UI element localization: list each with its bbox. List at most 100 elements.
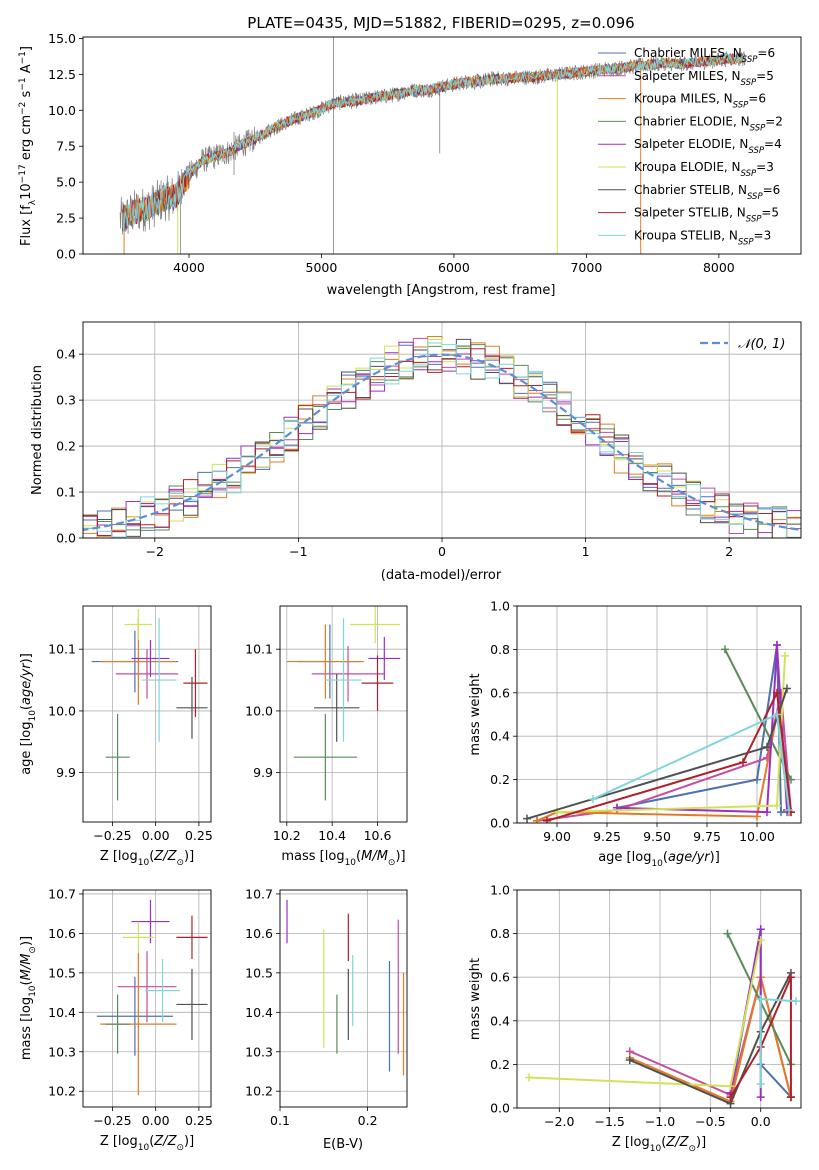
- weight-marker: [786, 973, 795, 982]
- x-tick-label: 2: [725, 544, 733, 559]
- y-tick-label: 10.1: [245, 642, 273, 657]
- label-part: 10: [650, 1144, 662, 1154]
- label-part: 3: [764, 228, 772, 242]
- y-tick-label: 10.0: [48, 703, 76, 718]
- weight-marker: [753, 812, 761, 821]
- legend-label: Chabrier MILES, NSSP=6: [634, 46, 775, 65]
- weight-line: [729, 976, 792, 1098]
- label-part: =: [763, 183, 773, 197]
- label-part: 10: [138, 1143, 150, 1153]
- plot-area: [96, 899, 208, 1096]
- label-part: SSP: [750, 123, 766, 133]
- label-part: SSP: [747, 192, 763, 202]
- y-tick-label: 10.5: [48, 965, 76, 980]
- y-tick-label: 0.4: [56, 347, 76, 362]
- x-axis-label: age [log10(age/yr)]: [598, 850, 720, 869]
- x-axis-label: E(B-V): [323, 1137, 363, 1152]
- y-tick-label: 12.5: [48, 67, 76, 82]
- weight-marker: [756, 1080, 765, 1089]
- y-tick-label: 10.0: [48, 103, 76, 118]
- weight-marker: [739, 758, 747, 767]
- label-part: Chabrier MILES, N: [634, 46, 742, 60]
- y-tick-label: 1.0: [490, 883, 510, 898]
- label-part: =: [761, 206, 771, 220]
- label-part: =: [765, 114, 775, 128]
- y-tick-label: 0.0: [490, 1101, 510, 1116]
- x-tick-label: 0.1: [270, 1113, 290, 1128]
- legend-label: 𝒩(0, 1): [738, 337, 785, 352]
- plot-area: [525, 925, 800, 1108]
- label-part: )]: [710, 850, 720, 865]
- label-part: −1: [18, 77, 28, 90]
- x-tick-label: −1: [289, 544, 307, 559]
- label-part: λ: [28, 199, 38, 205]
- x-tick-label: 7000: [570, 260, 602, 275]
- weight-marker: [533, 816, 541, 823]
- label-part: ⊙: [388, 858, 396, 868]
- y-tick-label: 0.6: [490, 970, 510, 985]
- weight-marker: [756, 995, 765, 1003]
- y-tick-label: 0.4: [490, 1013, 510, 1028]
- x-axis-label: (data-model)/error: [381, 568, 502, 583]
- label-part: ]: [19, 46, 34, 51]
- label-part: =: [764, 137, 774, 151]
- y-tick-label: 9.9: [56, 765, 76, 780]
- y-tick-label: 0.3: [56, 393, 76, 408]
- weight-marker: [786, 1093, 795, 1102]
- label-part: ⊙: [176, 1143, 184, 1153]
- label-part: )]: [19, 936, 34, 946]
- axes-frame: [516, 889, 802, 1109]
- label-part: (: [149, 1134, 154, 1149]
- legend-label: Salpeter ELODIE, NSSP=4: [634, 137, 782, 156]
- y-tick-label: 0.1: [56, 485, 76, 500]
- label-part: 6: [773, 183, 781, 197]
- legend-label: Salpeter MILES, NSSP=5: [634, 69, 774, 88]
- y-tick-label: 10.7: [245, 886, 273, 901]
- legend-label: Chabrier STELIB, NSSP=6: [634, 183, 780, 202]
- weight-vs-Z-axes: −2.0 −1.5 −1.0 −0.5 0.0 0.0 0.2 0.4 0.6 0.8 1.0 Z […: [468, 883, 802, 1154]
- label-part: Kroupa MILES, N: [634, 92, 733, 106]
- label-part: )]: [19, 653, 34, 663]
- x-tick-label: 5000: [306, 260, 338, 275]
- label-part: s: [19, 90, 34, 101]
- label-part: SSP: [733, 101, 749, 111]
- mass-vs-Z-axes: −0.25 0.00 0.25 10.2 10.3 10.4 10.5 10.6 10.7 Z […: [19, 886, 213, 1153]
- x-tick-label: −0.25: [93, 1113, 131, 1128]
- label-part: SSP: [748, 146, 764, 156]
- y-tick-label: 5.0: [56, 175, 76, 190]
- axes-frame: [82, 321, 802, 539]
- x-tick-label: 9.75: [693, 829, 721, 844]
- label-part: (: [663, 850, 668, 865]
- plot-area: [523, 641, 795, 823]
- weight-marker: [756, 1093, 765, 1102]
- y-tick-label: 0.8: [490, 642, 510, 657]
- axes-frame: [279, 889, 408, 1108]
- label-part: 10: [138, 858, 150, 868]
- label-part: Chabrier ELODIE, N: [634, 114, 750, 128]
- label-part: 5: [771, 206, 779, 220]
- label-part: mass [log: [281, 849, 344, 864]
- label-part: 4: [774, 137, 782, 151]
- residual-histogram: [83, 342, 801, 538]
- residual-histogram: [83, 348, 801, 538]
- label-part: age/yr: [668, 850, 711, 865]
- axes-frame: [82, 36, 802, 255]
- x-tick-label: 10.6: [364, 828, 392, 843]
- label-part: Kroupa STELIB, N: [634, 228, 738, 242]
- label-part: Salpeter STELIB, N: [634, 206, 746, 220]
- x-tick-label: 8000: [703, 260, 735, 275]
- label-part: Flux [f: [19, 205, 34, 246]
- weight-line: [629, 972, 792, 1105]
- label-part: (: [19, 705, 34, 710]
- weight-vs-age-axes: 9.00 9.25 9.50 9.75 10.00 0.0 0.2 0.4 0.6 0.8 1.0 a…: [468, 599, 802, 869]
- weight-marker: [589, 795, 597, 804]
- x-tick-label: 10.00: [739, 829, 775, 844]
- label-part: )]: [184, 1134, 194, 1149]
- age-vs-mass-axes: 10.2 10.4 10.6 9.9 10.0 10.1 mass [log10(M/M⊙)…: [245, 605, 408, 868]
- legend-label: Kroupa ELODIE, NSSP=3: [634, 160, 774, 179]
- gaussian-curve: [83, 353, 801, 532]
- weight-marker: [787, 775, 795, 784]
- y-tick-label: 0.4: [490, 729, 510, 744]
- label-part: (: [356, 849, 361, 864]
- axes-frame: [82, 889, 212, 1108]
